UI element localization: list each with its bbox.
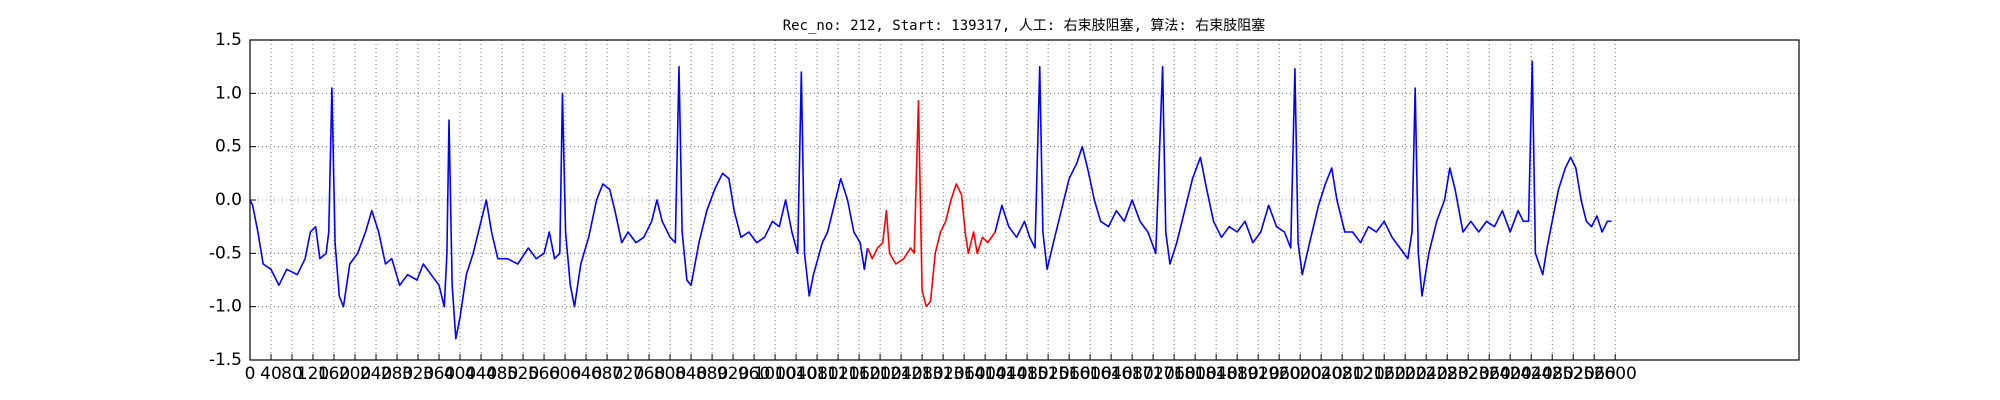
x-tick-label: 1520 [1026, 364, 1069, 384]
x-tick-label: 480 [486, 364, 518, 384]
x-tick-label: 1040 [774, 364, 817, 384]
x-tick-label: 1840 [1195, 364, 1238, 384]
signal-line [994, 60, 1612, 297]
x-tick-label: 1080 [795, 364, 838, 384]
x-tick-label: 1760 [1153, 364, 1196, 384]
x-tick-label: 400 [444, 364, 476, 384]
x-tick-label: 0 [245, 364, 256, 384]
x-tick-label: 2320 [1447, 364, 1490, 384]
x-tick-label: 560 [528, 364, 560, 384]
x-tick-label: 680 [591, 364, 623, 384]
plot-frame [249, 39, 1800, 361]
chart-title: Rec_no: 212, Start: 139317, 人工: 右束肢阻塞, 算… [783, 17, 1266, 34]
x-tick-label: 1120 [816, 364, 859, 384]
x-tick-label: 1680 [1111, 364, 1154, 384]
y-tick-label: 0.5 [215, 137, 242, 157]
x-tick-label: 2360 [1468, 364, 1511, 384]
y-tick-label: 0.0 [215, 190, 242, 210]
x-tick-label: 80 [281, 364, 303, 384]
x-tick-label: 1400 [963, 364, 1006, 384]
x-tick-label: 2080 [1321, 364, 1364, 384]
x-tick-label: 1880 [1216, 364, 1259, 384]
x-tick-label: 360 [423, 364, 455, 384]
x-tick-label: 1920 [1237, 364, 1280, 384]
x-tick-label: 2400 [1489, 364, 1532, 384]
signal-line [866, 100, 996, 308]
x-tick-label: 960 [738, 364, 770, 384]
x-tick-label: 1000 [753, 364, 796, 384]
x-tick-label: 1720 [1132, 364, 1175, 384]
x-tick-label: 880 [696, 364, 728, 384]
y-tick-label: -0.5 [209, 243, 242, 263]
x-tick-label: 160 [318, 364, 350, 384]
x-tick-label: 840 [675, 364, 707, 384]
x-tick-label: 320 [402, 364, 434, 384]
x-tick-label: 1200 [858, 364, 901, 384]
x-tick-label: 2200 [1384, 364, 1427, 384]
y-tick-label: -1.5 [209, 350, 242, 370]
x-tick-label: 1320 [921, 364, 964, 384]
x-tick-label: 1960 [1258, 364, 1301, 384]
x-tick-label: 520 [507, 364, 539, 384]
x-tick-label: 2040 [1300, 364, 1343, 384]
x-tick-label: 2280 [1426, 364, 1469, 384]
x-tick-label: 2480 [1531, 364, 1574, 384]
x-tick-label: 720 [612, 364, 644, 384]
y-tick-label: -1.0 [209, 297, 242, 317]
x-tick-label: 40 [260, 364, 282, 384]
x-tick-label: 200 [339, 364, 371, 384]
y-tick-label: 1.0 [215, 83, 242, 103]
x-tick-label: 1160 [837, 364, 880, 384]
x-tick-label: 920 [717, 364, 749, 384]
x-tick-label: 2160 [1363, 364, 1406, 384]
x-tick-label: 440 [465, 364, 497, 384]
x-tick-label: 2520 [1552, 364, 1595, 384]
x-tick-label: 280 [381, 364, 413, 384]
x-tick-label: 2120 [1342, 364, 1385, 384]
x-tick-label: 800 [654, 364, 686, 384]
x-tick-label: 1560 [1047, 364, 1090, 384]
x-tick-label: 760 [633, 364, 665, 384]
x-tick-label: 2600 [1594, 364, 1637, 384]
x-tick-label: 1480 [1005, 364, 1048, 384]
x-tick-label: 1640 [1090, 364, 1133, 384]
x-tick-label: 640 [570, 364, 602, 384]
x-tick-label: 1360 [942, 364, 985, 384]
y-tick-label: 1.5 [215, 30, 242, 50]
x-tick-label: 600 [549, 364, 581, 384]
x-tick-label: 1280 [900, 364, 943, 384]
x-tick-label: 2560 [1573, 364, 1616, 384]
x-tick-label: 2240 [1405, 364, 1448, 384]
signal-line [249, 65, 869, 340]
x-tick-label: 1440 [984, 364, 1027, 384]
x-tick-label: 1600 [1069, 364, 1112, 384]
x-tick-label: 2440 [1510, 364, 1553, 384]
x-tick-label: 120 [297, 364, 329, 384]
x-tick-label: 1240 [879, 364, 922, 384]
x-tick-label: 240 [360, 364, 392, 384]
x-tick-label: 2000 [1279, 364, 1322, 384]
x-tick-label: 1800 [1174, 364, 1217, 384]
